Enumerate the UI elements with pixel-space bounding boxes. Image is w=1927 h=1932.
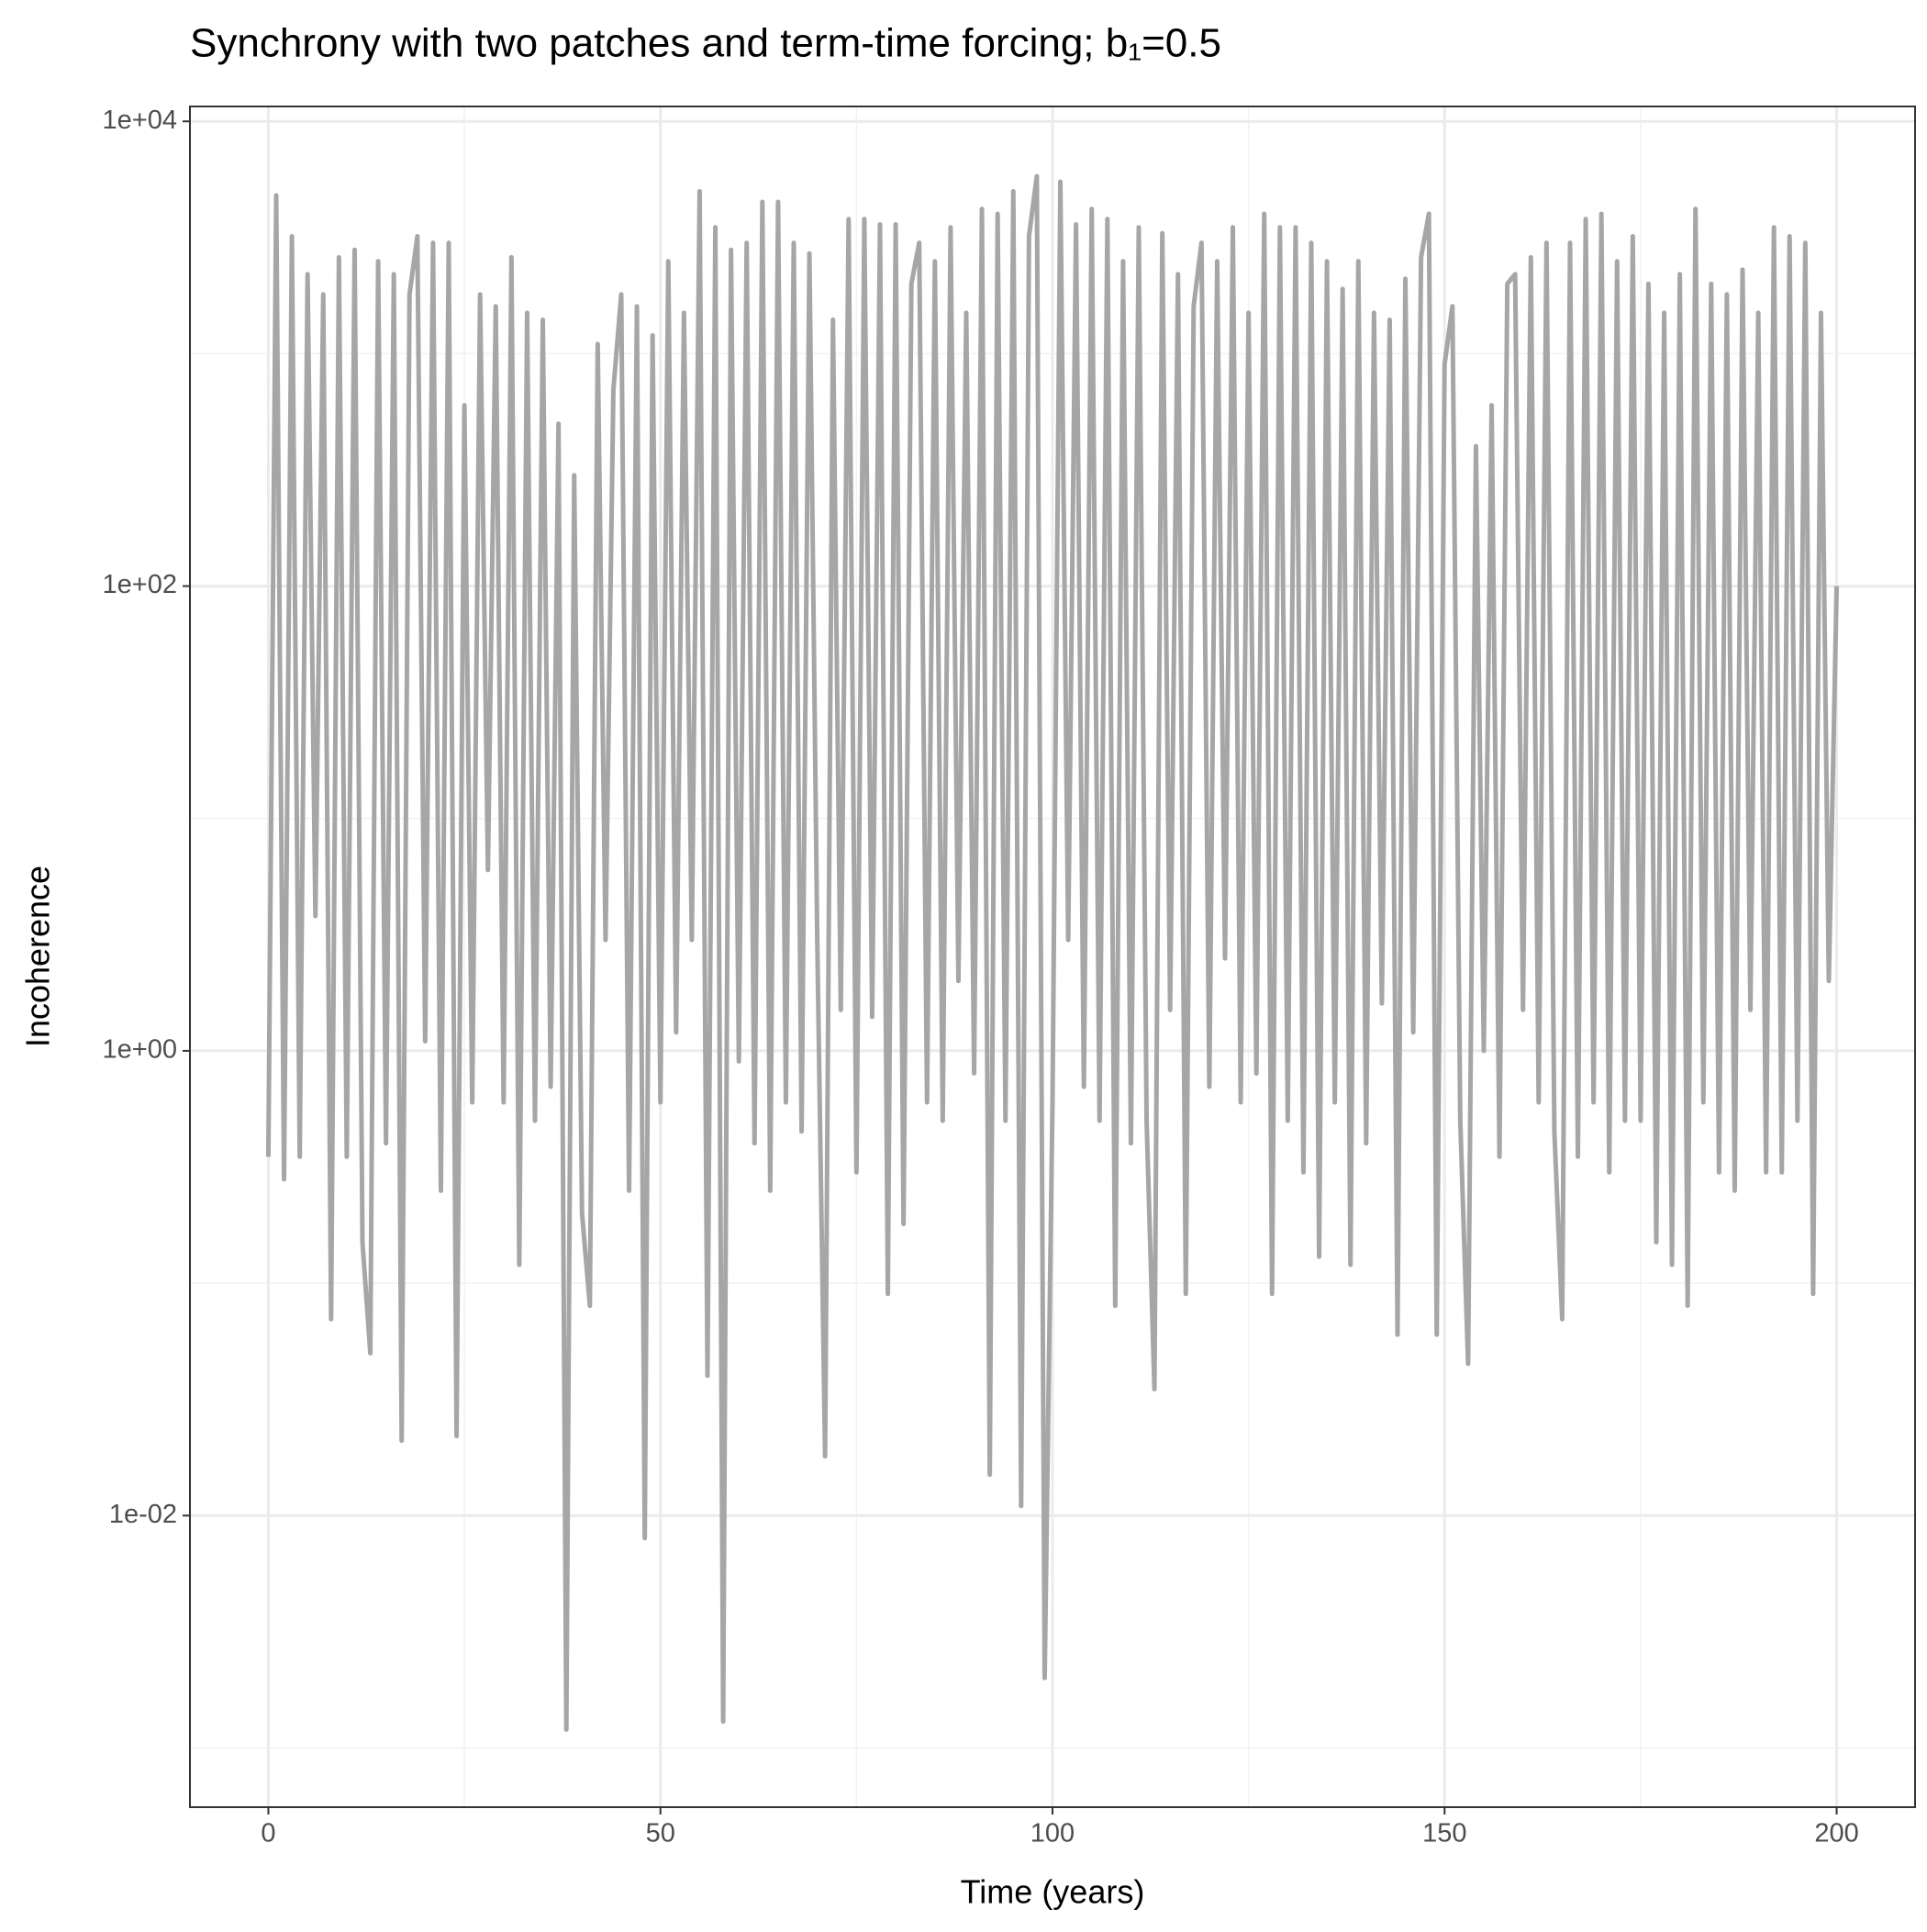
- x-tick-label: 200: [1814, 1819, 1858, 1848]
- y-axis-title: Incoherence: [19, 865, 57, 1047]
- x-tick-label: 100: [1030, 1819, 1075, 1848]
- y-tick-label: 1e+04: [103, 106, 177, 135]
- y-tick-label: 1e+00: [103, 1035, 177, 1065]
- chart-title: Synchrony with two patches and term-time…: [190, 21, 1221, 66]
- x-tick-label: 0: [261, 1819, 275, 1848]
- x-tick-label: 50: [646, 1819, 675, 1848]
- x-axis-title: Time (years): [961, 1873, 1145, 1911]
- x-tick-label: 150: [1422, 1819, 1466, 1848]
- y-tick-label: 1e-02: [109, 1500, 177, 1529]
- y-tick-label: 1e+02: [103, 570, 177, 599]
- panel-border: [189, 106, 1916, 1808]
- data-line: [265, 173, 1840, 1732]
